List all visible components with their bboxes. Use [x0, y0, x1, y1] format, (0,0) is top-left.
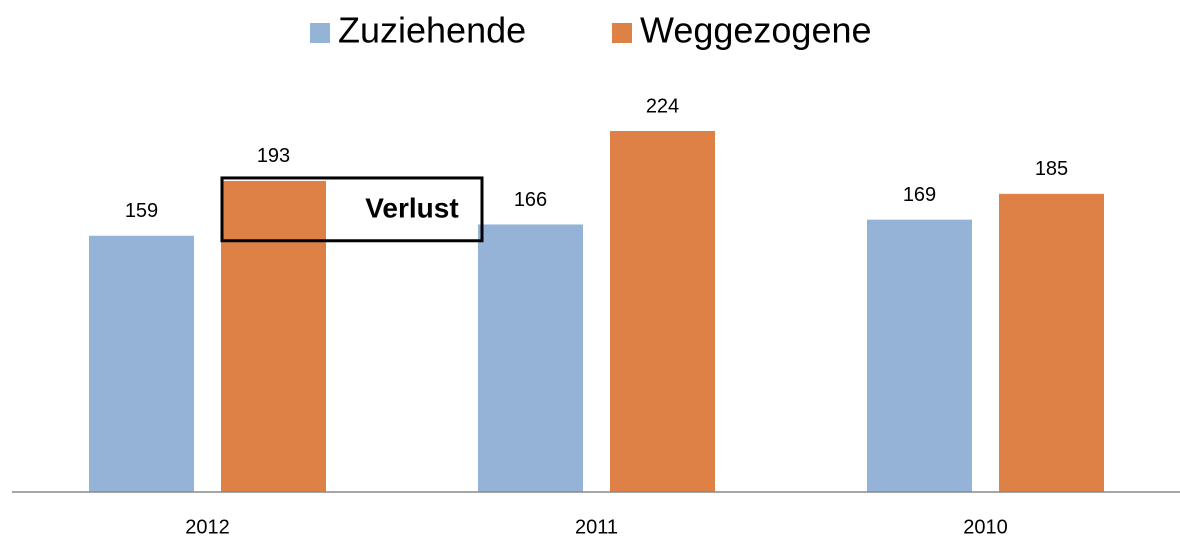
bar — [610, 131, 715, 492]
legend-label: Weggezogene — [640, 10, 872, 51]
x-tick-label: 2010 — [963, 516, 1008, 537]
value-label: 159 — [125, 200, 158, 222]
legend-label: Zuziehende — [338, 10, 526, 51]
bar — [221, 180, 326, 492]
annotation-box — [220, 176, 484, 243]
value-label: 185 — [1035, 158, 1068, 180]
x-tick-label: 2012 — [185, 516, 230, 537]
annotation: Verlust — [365, 193, 458, 224]
value-label: 224 — [646, 95, 679, 117]
value-label: 166 — [514, 189, 547, 211]
bar — [89, 235, 194, 493]
x-tick-label: 2011 — [575, 516, 618, 537]
bar — [867, 219, 972, 492]
bar — [999, 193, 1104, 493]
legend-swatch — [310, 23, 330, 43]
value-label: 169 — [903, 184, 936, 206]
value-label: 193 — [257, 145, 290, 167]
legend-swatch — [612, 23, 632, 43]
bar — [478, 224, 583, 493]
